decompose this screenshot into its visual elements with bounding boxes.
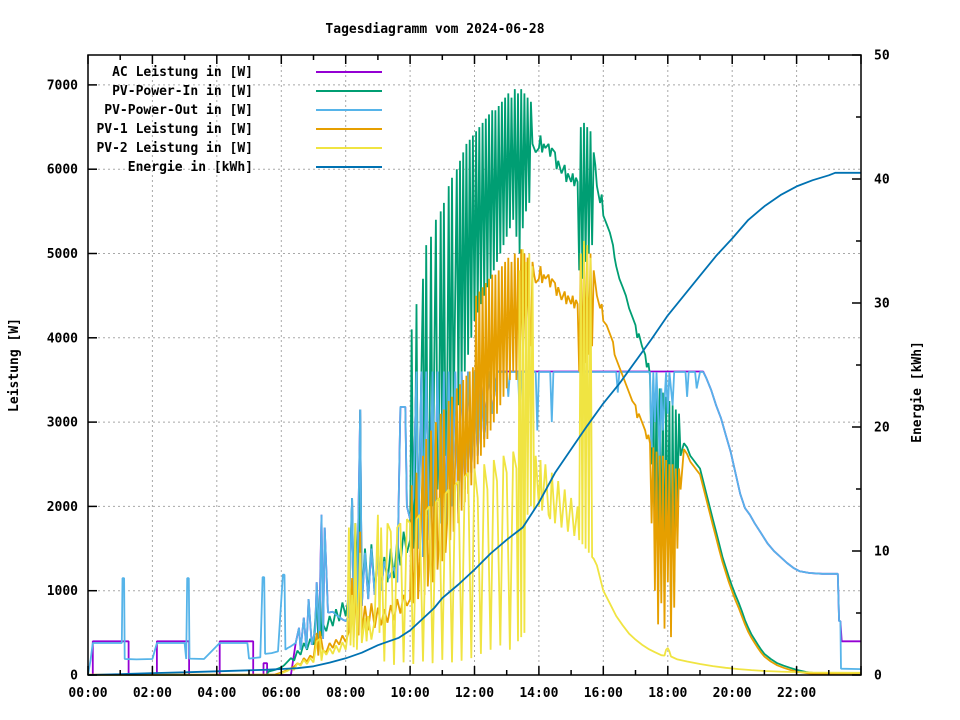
data-series [87, 89, 862, 676]
series-line-pv-power-out [87, 371, 862, 676]
x-tick-label: 18:00 [648, 686, 687, 701]
y-left-tick-label: 0 [70, 669, 78, 684]
x-tick-label: 00:00 [68, 686, 107, 701]
series-line-pv2-leistung [88, 240, 862, 676]
y-right-tick-label: 20 [874, 421, 890, 436]
left-axis-label: Leistung [W] [7, 318, 22, 412]
legend-label-pv-power-in: PV-Power-In in [W] [112, 84, 253, 99]
y-left-tick-label: 2000 [47, 500, 78, 515]
x-tick-label: 22:00 [777, 686, 816, 701]
y-right-tick-label: 0 [874, 669, 882, 684]
y-right-tick-label: 10 [874, 545, 890, 560]
legend-label-pv2-leistung: PV-2 Leistung in [W] [96, 141, 253, 156]
x-tick-label: 16:00 [584, 686, 623, 701]
y-left-tick-label: 1000 [47, 584, 78, 599]
x-tick-label: 20:00 [713, 686, 752, 701]
y-right-tick-label: 50 [874, 49, 890, 64]
x-tick-label: 14:00 [519, 686, 558, 701]
legend-label-ac-leistung: AC Leistung in [W] [112, 65, 253, 80]
legend-label-pv1-leistung: PV-1 Leistung in [W] [96, 122, 253, 137]
y-right-tick-label: 40 [874, 173, 890, 188]
legend-label-energie: Energie in [kWh] [128, 160, 253, 175]
series-line-energie [87, 171, 861, 676]
x-tick-label: 10:00 [391, 686, 430, 701]
y-right-tick-label: 30 [874, 297, 890, 312]
y-left-tick-label: 7000 [47, 78, 78, 93]
legend: AC Leistung in [W] PV-Power-In in [W] PV-P… [96, 65, 382, 175]
y-left-tick-label: 3000 [47, 416, 78, 431]
y-left-tick-label: 4000 [47, 331, 78, 346]
legend-label-pv-power-out: PV-Power-Out in [W] [104, 103, 253, 118]
y-left-tick-label: 6000 [47, 163, 78, 178]
chart-title: Tagesdiagramm vom 2024-06-28 [325, 22, 544, 37]
x-tick-label: 02:00 [133, 686, 172, 701]
x-tick-label: 04:00 [197, 686, 236, 701]
axis-tick-labels: 00:00 02:00 04:00 06:00 08:00 10:00 12:00 14:00… [47, 49, 890, 702]
x-tick-label: 12:00 [455, 686, 494, 701]
y-left-tick-label: 5000 [47, 247, 78, 262]
x-tick-label: 06:00 [262, 686, 301, 701]
right-axis-label: Energie [kWh] [910, 341, 925, 443]
x-tick-label: 08:00 [326, 686, 365, 701]
plot-frame [87, 54, 862, 676]
